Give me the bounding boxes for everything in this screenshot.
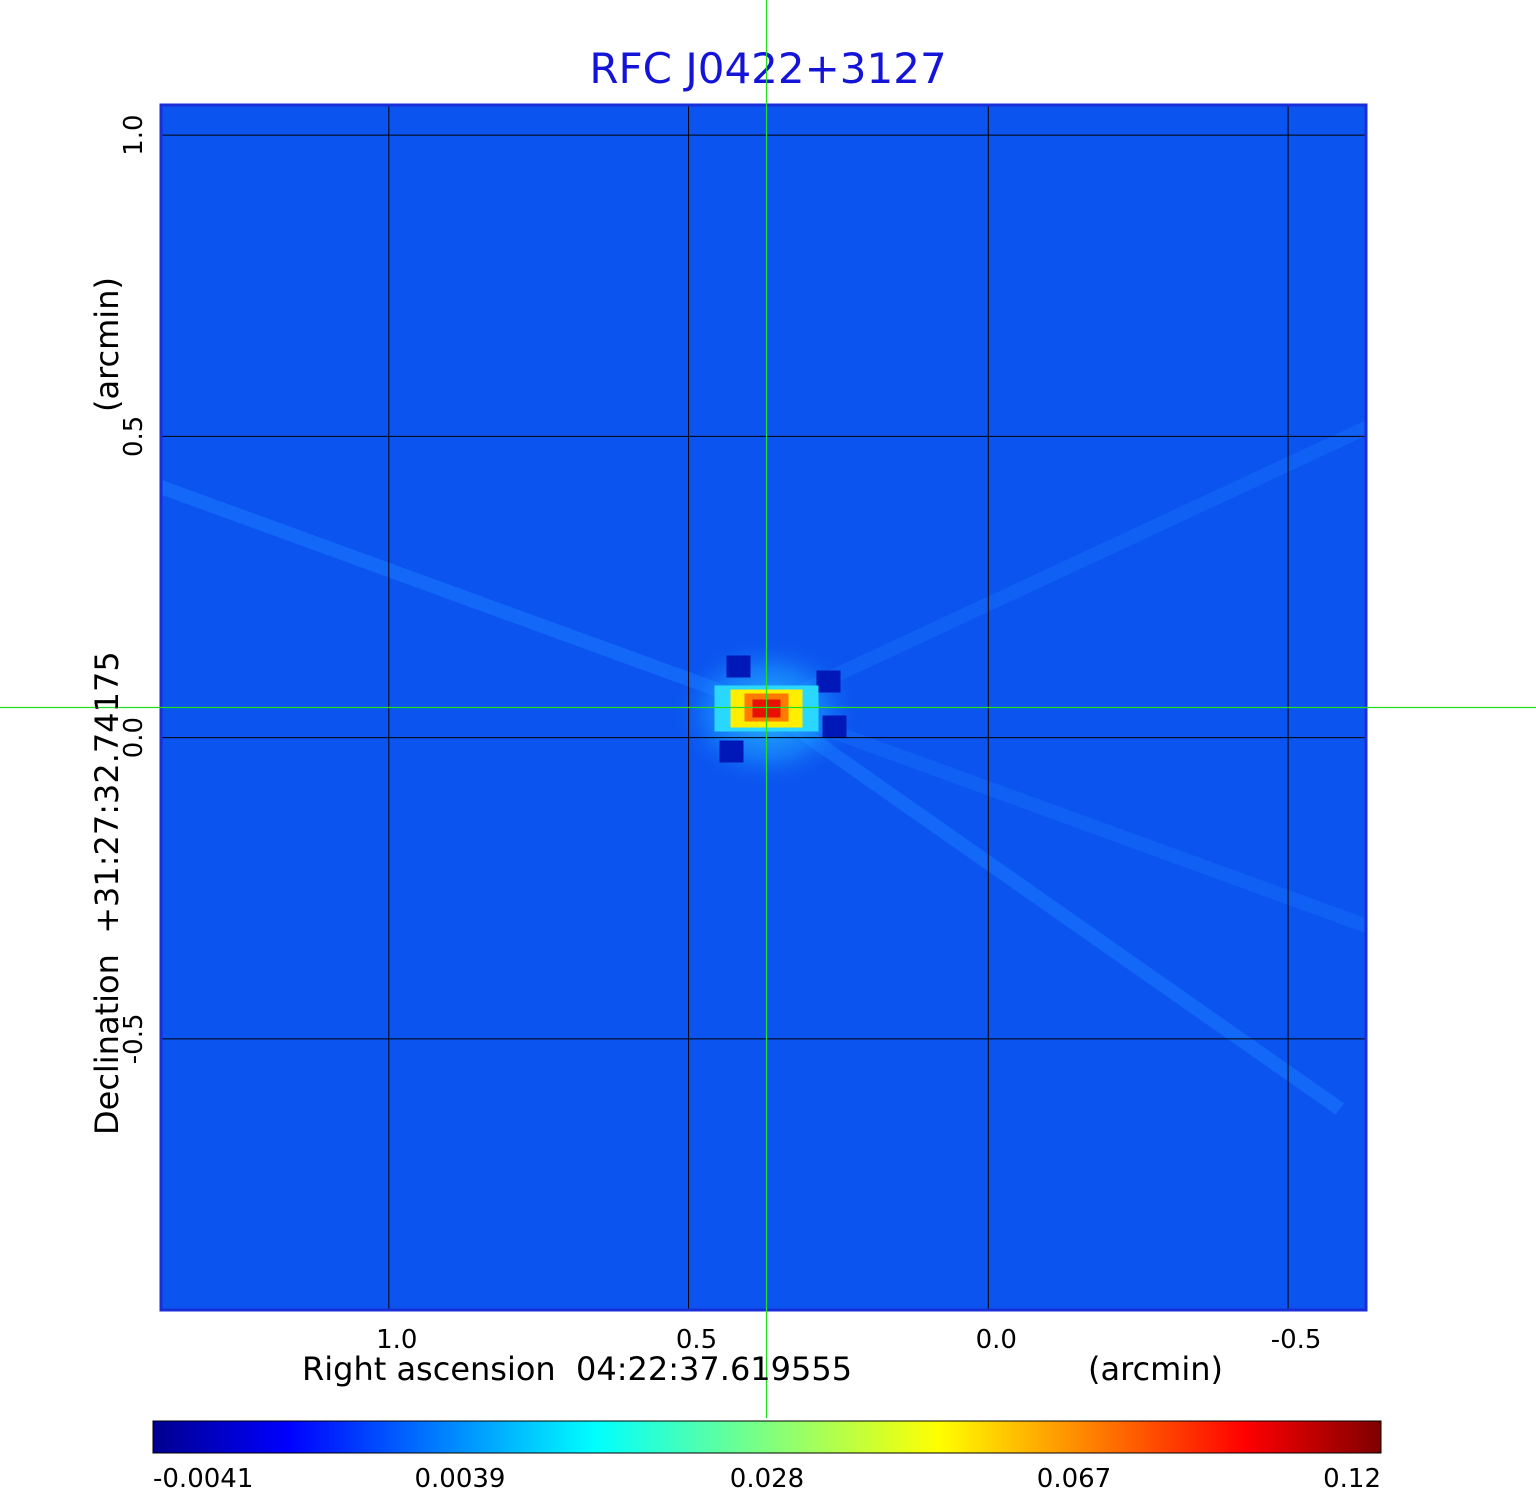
- negative-dip: [726, 655, 751, 678]
- x-axis-label: Right ascension 04:22:37.619555: [302, 1350, 853, 1388]
- colorbar-tick-label: 0.028: [730, 1464, 804, 1494]
- x-tick-label: 0.0: [976, 1325, 1017, 1355]
- chart-title: RFC J0422+3127: [589, 44, 947, 93]
- sidelobe-streak: [762, 701, 1344, 1115]
- y-tick-label: 0.0: [119, 717, 149, 758]
- y-axis-unit: (arcmin): [88, 277, 126, 412]
- colorbar: -0.0041 0.0039 0.028 0.067 0.12: [152, 1420, 1382, 1494]
- x-axis-unit: (arcmin): [1088, 1350, 1223, 1388]
- crosshair: [0, 0, 1536, 1418]
- colorbar-tick-label: 0.0039: [415, 1464, 506, 1494]
- colorbar-tick-label: 0.067: [1037, 1464, 1111, 1494]
- sidelobe-streak: [161, 479, 769, 715]
- colorbar-gradient: [152, 1420, 1382, 1454]
- negative-dip: [719, 740, 744, 763]
- sidelobe-streak: [764, 700, 1366, 934]
- negative-dip: [816, 670, 841, 693]
- axis-ticks: 1.0 0.5 0.0 -0.5 -0.5 0.0 0.5 1.0: [119, 114, 1321, 1355]
- colorbar-tick-label: -0.0041: [153, 1464, 253, 1494]
- negative-dip: [822, 715, 847, 738]
- x-tick-label: 1.0: [376, 1325, 417, 1355]
- sidelobe-streak: [763, 420, 1366, 714]
- y-tick-label: -0.5: [119, 1014, 149, 1065]
- y-axis-label: Declination +31:27:32.74175: [88, 651, 126, 1135]
- y-tick-label: 1.0: [119, 114, 149, 155]
- colorbar-tick-label: 0.12: [1323, 1464, 1381, 1494]
- x-tick-label: -0.5: [1271, 1325, 1322, 1355]
- x-tick-label: 0.5: [676, 1325, 717, 1355]
- y-tick-label: 0.5: [119, 416, 149, 457]
